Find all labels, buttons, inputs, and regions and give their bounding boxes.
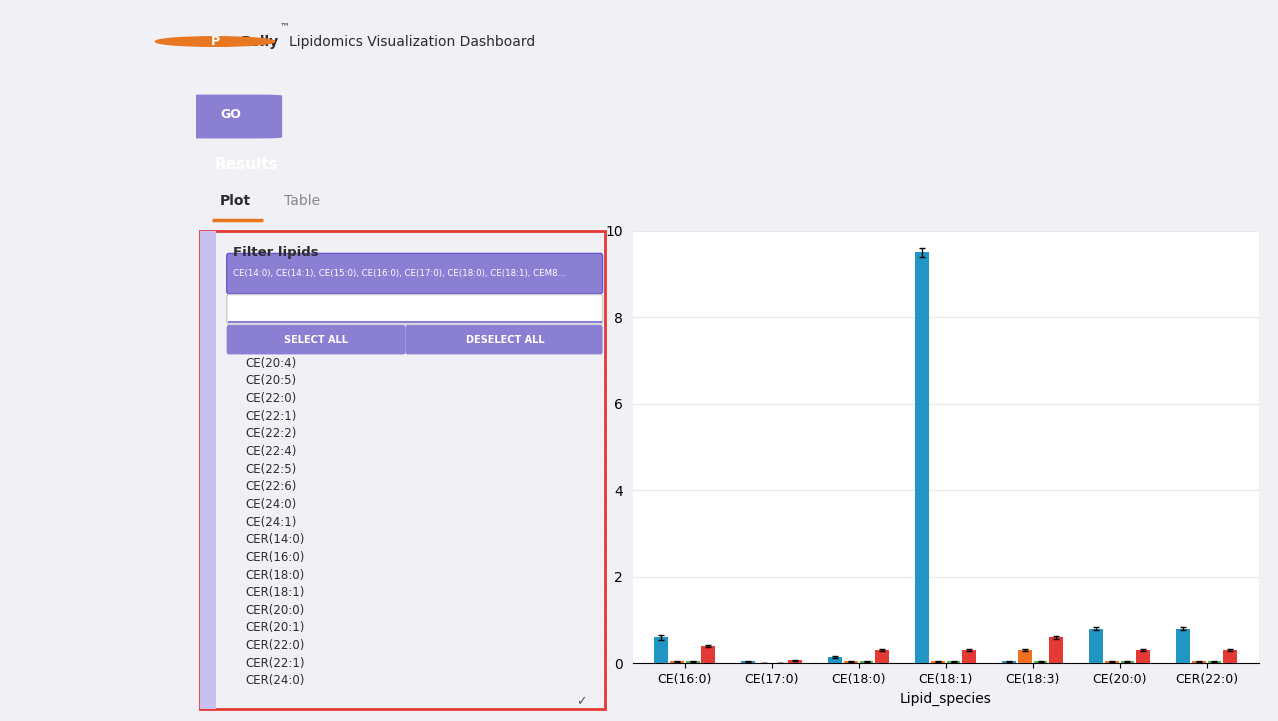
Bar [875,650,889,663]
Text: CER(22:0): CER(22:0) [245,639,304,652]
Bar [741,661,755,663]
Bar [1034,661,1048,663]
Bar [828,657,842,663]
Bar [1223,650,1237,663]
FancyBboxPatch shape [226,295,603,324]
Bar [947,661,961,663]
Text: Filter lipids: Filter lipids [233,246,318,259]
Text: Polly: Polly [242,35,279,48]
Text: SELECT ALL: SELECT ALL [284,335,348,345]
Bar [1049,637,1063,663]
Bar [962,650,976,663]
Text: P: P [211,35,220,48]
Text: Results: Results [215,156,279,172]
Text: DESELECT ALL: DESELECT ALL [465,335,544,345]
Text: GO: GO [220,107,242,120]
Bar [702,646,716,663]
Text: CER(22:1): CER(22:1) [245,657,305,670]
FancyBboxPatch shape [405,325,603,355]
Text: CE(22:5): CE(22:5) [245,463,296,476]
Bar [1208,661,1222,663]
Bar [843,661,858,663]
Text: CE(22:0): CE(22:0) [245,392,296,405]
Text: CER(20:0): CER(20:0) [245,604,304,617]
X-axis label: Lipid_species: Lipid_species [900,691,992,706]
Text: CE(24:1): CE(24:1) [245,516,296,528]
Bar [670,661,684,663]
Text: CER(18:1): CER(18:1) [245,586,304,599]
Bar [789,660,803,663]
FancyBboxPatch shape [226,325,405,355]
Text: Lipidomics Visualization Dashboard: Lipidomics Visualization Dashboard [289,35,535,48]
Bar [860,661,873,663]
Text: CER(14:0): CER(14:0) [245,534,304,547]
Text: CE(20:5): CE(20:5) [245,374,296,387]
Bar [199,231,216,709]
Text: CER(16:0): CER(16:0) [245,551,304,564]
Text: CE(22:2): CE(22:2) [245,428,296,441]
Text: CE(22:4): CE(22:4) [245,445,296,458]
Text: Table: Table [284,193,321,208]
Bar [654,637,668,663]
FancyBboxPatch shape [226,253,603,293]
Text: ✓: ✓ [576,695,587,708]
Text: CE(14:0), CE(14:1), CE(15:0), CE(16:0), CE(17:0), CE(18:0), CE(18:1), CEM8...: CE(14:0), CE(14:1), CE(15:0), CE(16:0), … [233,269,565,278]
Bar [1089,629,1103,663]
Text: CER(18:0): CER(18:0) [245,569,304,582]
Bar [1105,661,1118,663]
Text: CER(20:1): CER(20:1) [245,622,304,634]
Bar [1121,661,1135,663]
Bar [915,252,929,663]
Bar [1192,661,1205,663]
Bar [1002,661,1016,663]
Bar [1176,629,1190,663]
Text: CER(24:0): CER(24:0) [245,674,304,687]
Text: CE(22:1): CE(22:1) [245,410,296,423]
Text: CE(24:0): CE(24:0) [245,498,296,511]
FancyBboxPatch shape [179,94,282,138]
Text: Plot: Plot [220,193,250,208]
Bar [686,661,699,663]
Text: CE(20:4): CE(20:4) [245,357,296,370]
Text: CE(22:6): CE(22:6) [245,480,296,493]
Circle shape [156,37,275,46]
Bar [930,661,944,663]
Bar [1136,650,1150,663]
Bar [1019,650,1031,663]
Text: ™: ™ [280,21,290,31]
